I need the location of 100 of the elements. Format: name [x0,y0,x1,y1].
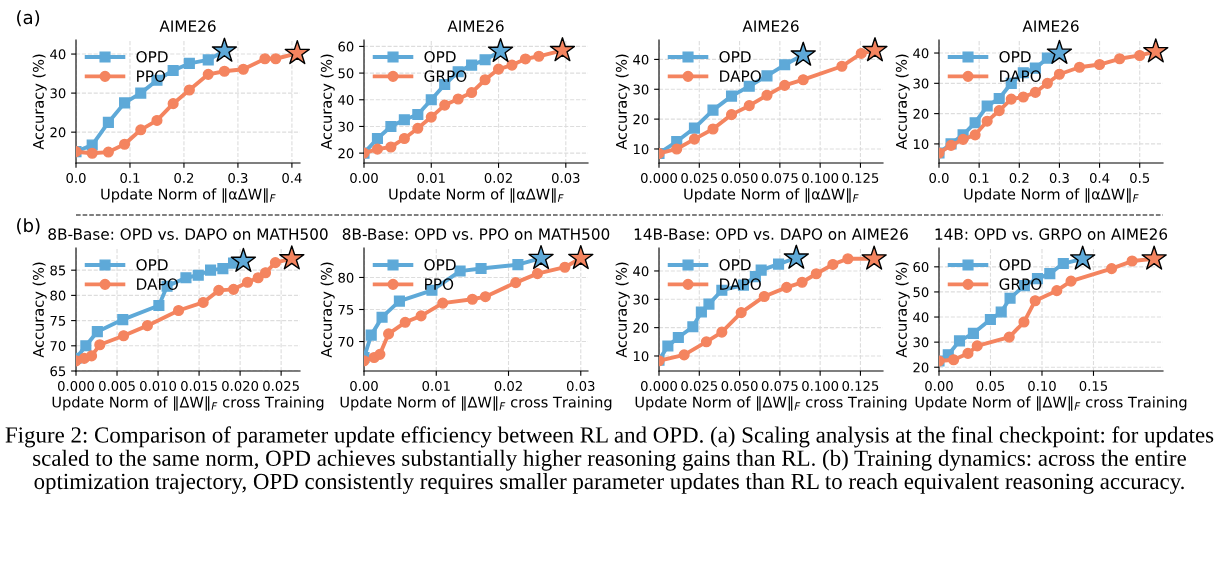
x-tick-label: 0.005 [99,380,135,391]
y-tick-label: 20 [913,362,929,373]
point [761,70,773,82]
point [86,147,98,159]
point [993,105,1005,117]
legend-label: OPD [719,258,751,271]
x-tick-label: 0.03 [566,380,595,391]
point [371,132,384,145]
x-axis-title: Update Norm of ‖αΔW‖$_{F}$ [101,188,276,203]
point [957,133,969,145]
point [671,143,683,155]
point [761,89,773,101]
point [967,327,979,339]
point [141,320,153,332]
x-axis-title: Update Norm of ‖αΔW‖$_{F}$ [684,188,859,203]
x-tick-label: 0.3 [228,172,248,183]
point [479,54,491,66]
x-tick-label: 0.4 [1089,172,1110,183]
point [259,267,272,279]
point [995,306,1007,318]
point [102,146,114,158]
x-tick-label: 0.075 [761,380,798,391]
point [725,90,738,102]
legend-label: OPD [424,50,456,63]
point [568,244,594,270]
point [91,326,103,338]
point [1005,93,1017,105]
point [80,340,92,352]
point [1046,39,1073,64]
y-tick-label: 65 [50,366,66,377]
point [755,264,767,276]
point [993,92,1005,105]
point [102,116,114,128]
point [969,129,981,141]
point [725,109,738,121]
x-tick-label: 0.100 [802,172,839,183]
point [1143,38,1169,63]
point [1041,77,1053,89]
y-tick-label: 50 [338,68,354,79]
point [962,347,974,359]
point [135,124,147,136]
point [425,111,437,123]
x-tick-label: 0.0 [66,172,86,183]
point [241,276,254,288]
y-tick-label: 20 [338,148,354,159]
point [202,68,214,80]
point [810,268,822,280]
point [1053,68,1065,80]
chart-title: 8B-Base: OPD vs. PPO on MATH500 [342,228,610,240]
point [385,141,397,153]
point [735,307,747,319]
x-tick-label: 0.1 [120,172,140,183]
point [279,245,305,270]
point [827,258,839,270]
x-tick-label: 0.025 [681,380,718,391]
x-tick-label: 0.025 [681,172,718,183]
point [506,59,518,71]
chart-title: 14B-Base: OPD vs. DAPO on AIME26 [634,228,908,240]
point [1029,295,1041,307]
point [86,350,98,362]
point [167,64,179,77]
point [790,41,816,66]
x-axis-title: Update Norm of ‖ΔW‖$_{F}$ cross Training [340,396,612,411]
x-tick-label: 0.025 [263,380,299,391]
point [781,281,793,293]
point [700,336,712,348]
y-tick-label: 60 [913,262,929,273]
chart-title: AIME26 [159,20,216,32]
legend-label: DAPO [720,278,761,290]
point [365,329,377,341]
point [211,37,238,62]
x-tick-label: 0.125 [842,380,879,391]
y-tick-label: 60 [338,41,354,52]
point [1004,292,1016,304]
point [192,269,204,281]
point [173,304,185,317]
point [1057,258,1069,270]
point [270,53,282,65]
x-tick-label: 0.4 [282,172,302,183]
point [1126,255,1138,267]
y-tick-label: 30 [50,88,66,99]
point [707,123,719,135]
point [559,261,571,273]
x-tick-label: 0.02 [494,380,522,391]
y-axis-title: Accuracy (%) [615,262,630,358]
point [479,291,491,303]
x-tick-label: 0.000 [640,380,678,391]
y-axis-title: Accuracy (%) [32,262,47,358]
y-tick-label: 70 [50,341,66,351]
legend-label: OPD [424,258,456,271]
point [533,50,545,62]
y-tick-label: 80 [50,290,66,301]
point [151,114,163,126]
point [167,98,179,110]
x-axis-title: Update Norm of ‖αΔW‖$_{F}$ [389,188,564,203]
point [213,284,225,296]
point [466,59,478,71]
point [374,348,386,360]
text: (a) [17,10,40,27]
point [1134,49,1146,62]
